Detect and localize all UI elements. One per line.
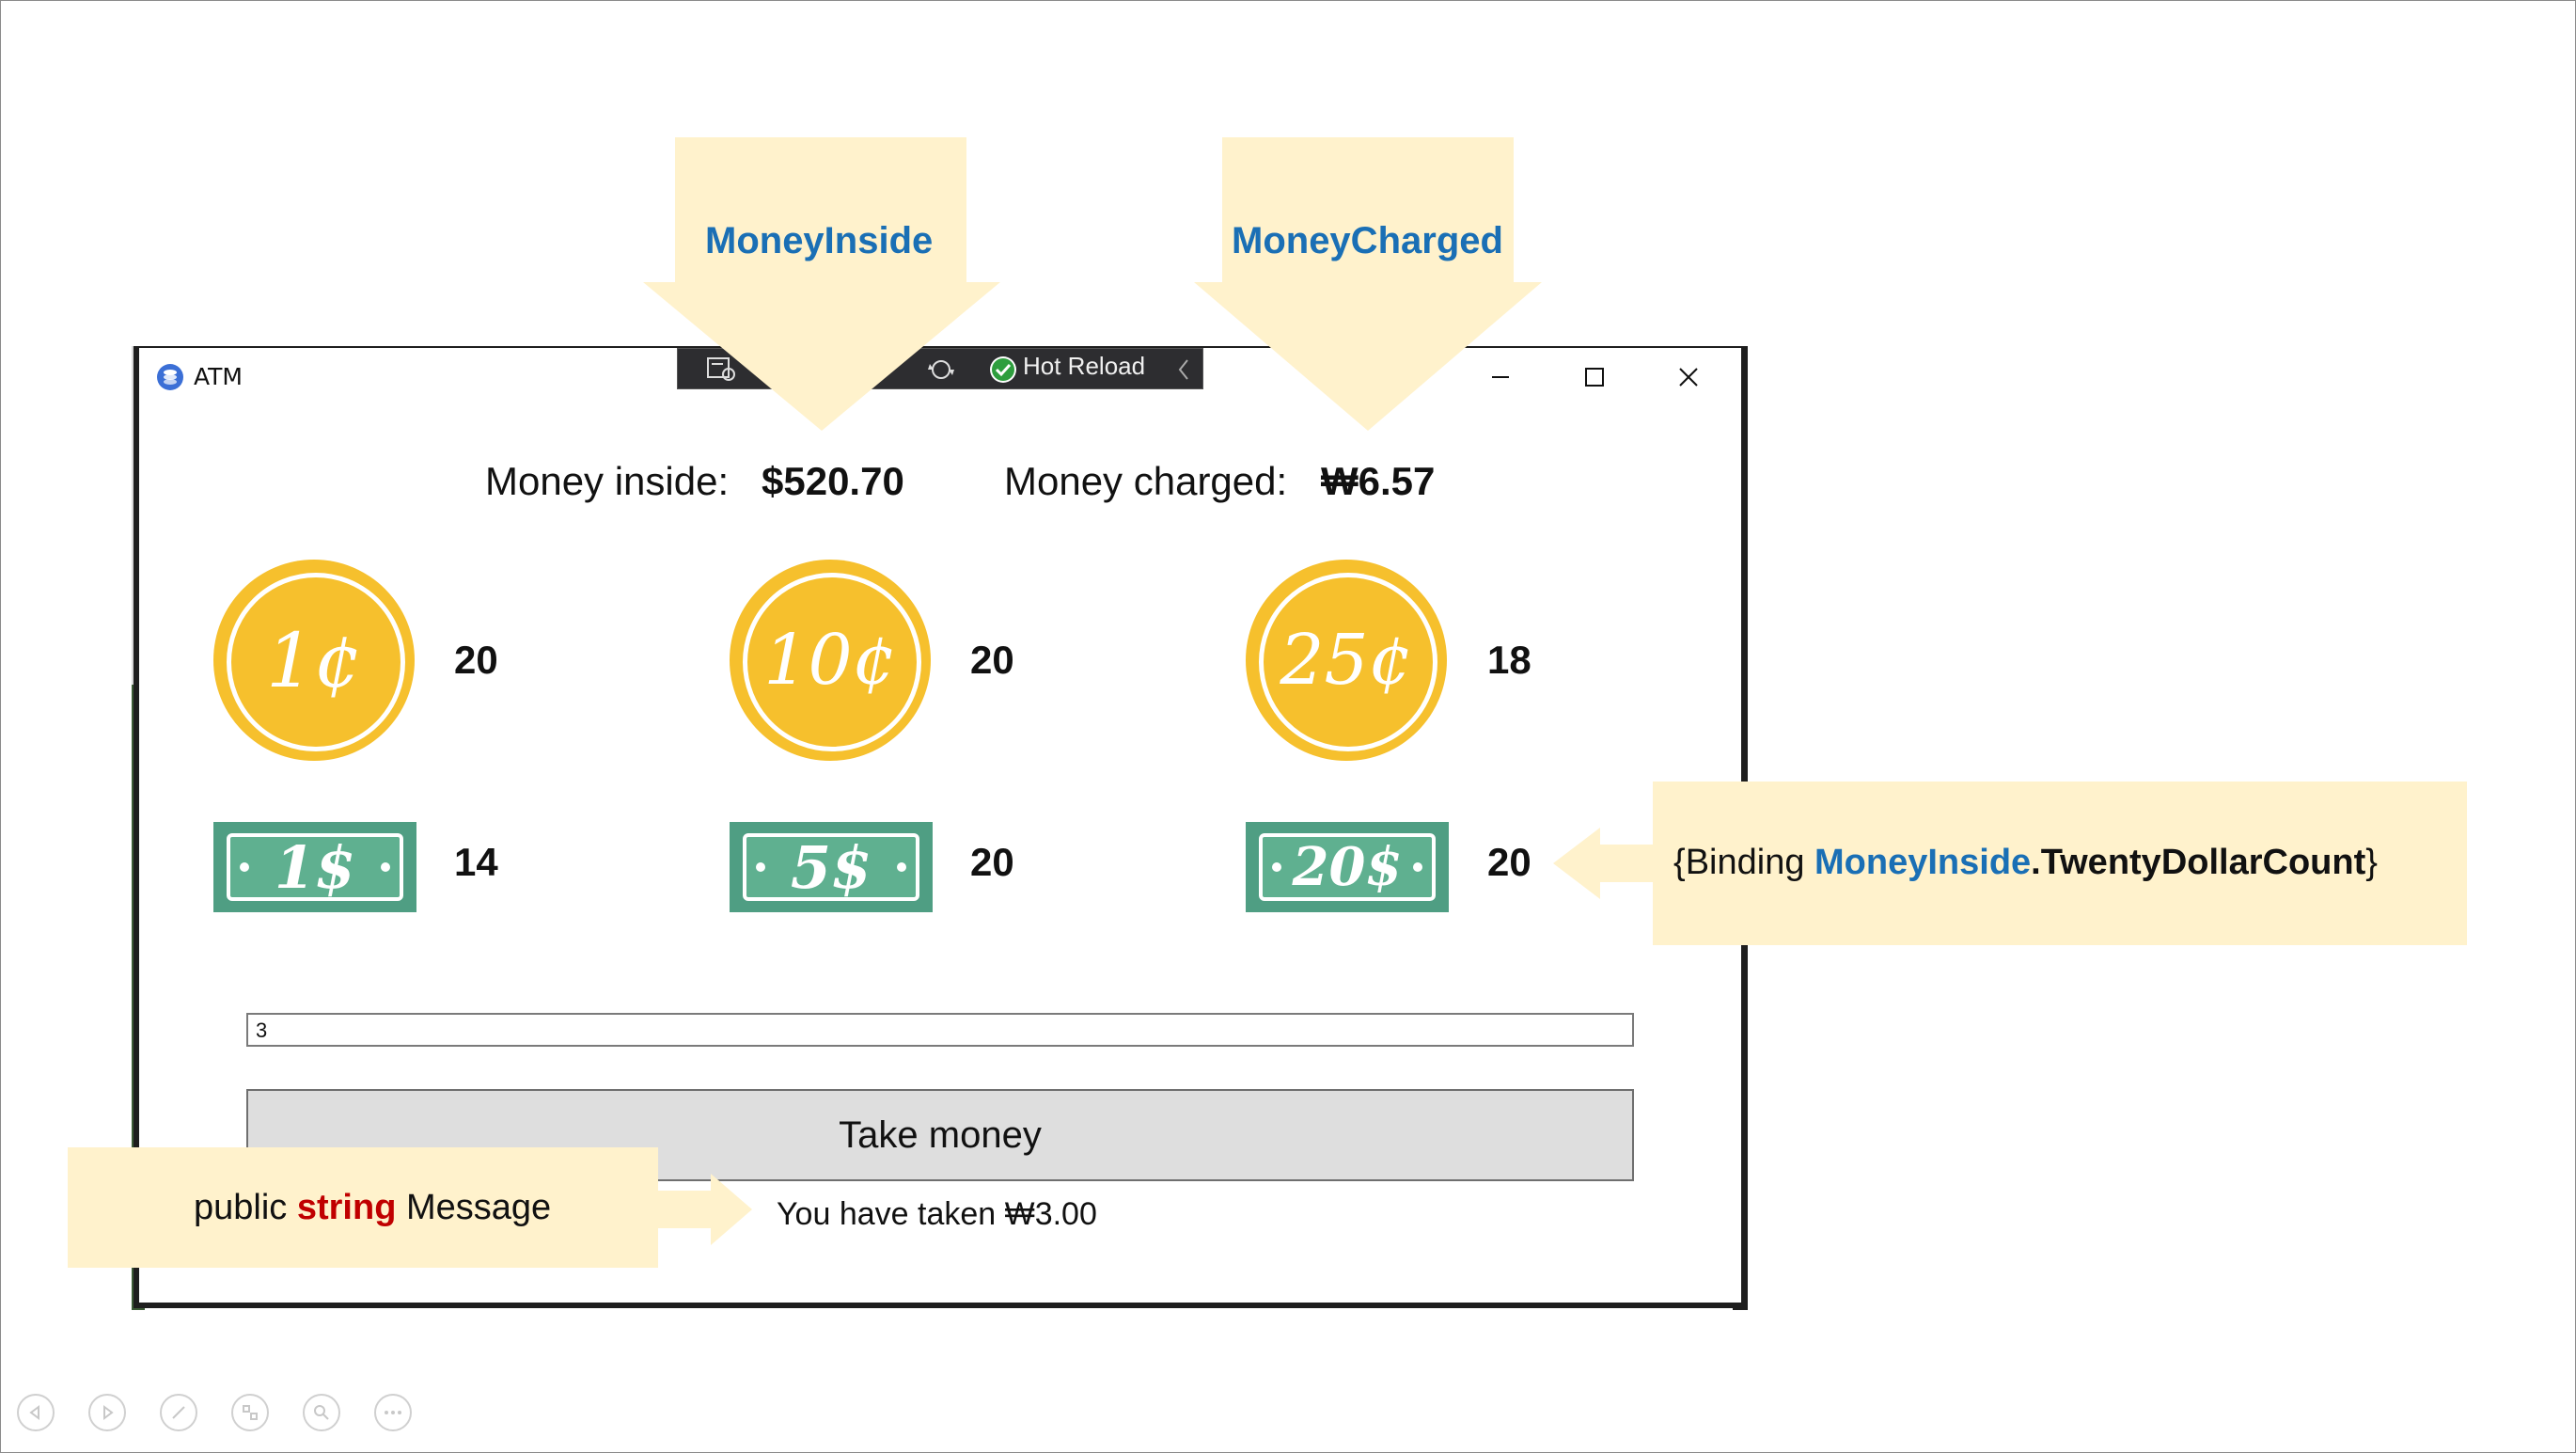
coin-25-cent-count: 18 xyxy=(1487,638,1531,682)
bill-1-dollar-label: 1$ xyxy=(274,832,356,902)
next-slide-button[interactable] xyxy=(88,1394,126,1431)
coin-10-cent-icon: 10¢ xyxy=(730,560,931,761)
arrow-left-icon xyxy=(29,1405,39,1420)
window-title: ATM xyxy=(194,363,243,390)
bill-20-dollar-label: 20$ xyxy=(1292,836,1403,898)
bill-20-dollar-count: 20 xyxy=(1487,840,1531,884)
bill-1-dollar-icon: 1$ xyxy=(213,822,416,912)
grid-icon xyxy=(243,1405,258,1420)
callout-binding-arrow xyxy=(1553,828,1655,899)
coin-10-cent-label: 10¢ xyxy=(763,620,897,701)
hot-reload-label[interactable]: Hot Reload xyxy=(1023,352,1146,380)
maximize-icon xyxy=(1585,368,1604,387)
coin-1-cent-icon: 1¢ xyxy=(213,560,415,761)
money-inside-label: Money inside: xyxy=(485,459,730,503)
coin-10-cent-count: 20 xyxy=(970,638,1014,682)
coin-25-cent-icon: 25¢ xyxy=(1246,560,1447,761)
coin-1-cent-label: 1¢ xyxy=(266,616,362,704)
bill-5-dollar-label: 5$ xyxy=(790,832,872,902)
bill-20-dollar-icon: 20$ xyxy=(1246,822,1449,912)
close-icon xyxy=(1679,368,1698,387)
callout-money-charged-label: MoneyCharged xyxy=(1232,220,1503,261)
money-charged-label: Money charged: xyxy=(1004,459,1288,503)
bill-5-dollar-icon: 5$ xyxy=(730,822,933,912)
minimize-icon xyxy=(1492,376,1509,378)
zoom-button[interactable] xyxy=(303,1394,340,1431)
status-message: You have taken ₩3.00 xyxy=(777,1196,1097,1232)
minimize-button[interactable] xyxy=(1458,354,1543,401)
bill-5-dollar-count: 20 xyxy=(970,840,1014,884)
callout-money-charged-arrow xyxy=(1194,282,1542,431)
arrow-right-icon xyxy=(103,1405,114,1420)
money-charged-value: ₩6.57 xyxy=(1321,459,1436,503)
chevron-left-icon[interactable] xyxy=(1176,358,1191,381)
refresh-icon[interactable] xyxy=(926,356,956,383)
callout-money-inside-arrow xyxy=(643,282,1000,431)
callout-message-text: public string Message xyxy=(194,1188,552,1227)
app-icon xyxy=(157,364,183,390)
callout-message-arrow xyxy=(654,1174,752,1245)
amount-input[interactable]: 3 xyxy=(246,1013,1634,1047)
live-visual-tree-icon[interactable] xyxy=(706,356,738,383)
magnifier-icon xyxy=(314,1405,329,1420)
callout-binding-text: {Binding MoneyInside.TwentyDollarCount} xyxy=(1673,843,2378,882)
maximize-button[interactable] xyxy=(1552,354,1637,401)
more-options-button[interactable] xyxy=(374,1394,412,1431)
bill-1-dollar-count: 14 xyxy=(454,840,498,884)
callout-money-inside-label: MoneyInside xyxy=(705,220,934,261)
ellipsis-icon xyxy=(385,1411,401,1414)
hot-reload-check-icon xyxy=(990,356,1016,383)
coin-25-cent-label: 25¢ xyxy=(1280,620,1413,701)
all-slides-button[interactable] xyxy=(231,1394,269,1431)
pen-icon xyxy=(172,1406,185,1419)
pen-button[interactable] xyxy=(160,1394,197,1431)
coin-1-cent-count: 20 xyxy=(454,638,498,682)
window-titlebar[interactable]: ATM xyxy=(139,348,1741,406)
money-inside-value: $520.70 xyxy=(762,459,904,503)
close-button[interactable] xyxy=(1646,354,1731,401)
previous-slide-button[interactable] xyxy=(17,1394,55,1431)
